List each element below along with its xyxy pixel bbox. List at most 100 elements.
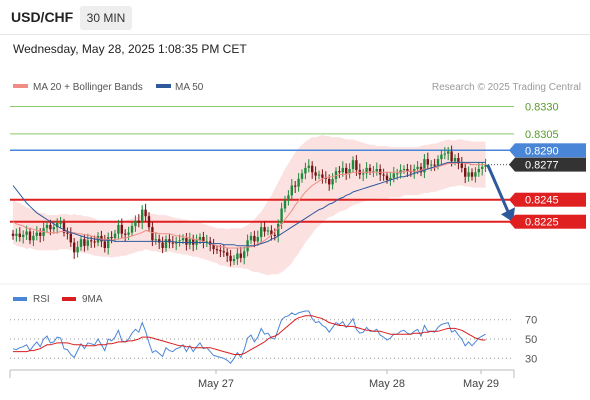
legend-label-9ma: 9MA xyxy=(82,294,103,305)
rsi-9ma-line xyxy=(13,315,486,355)
candle-body xyxy=(348,169,351,174)
level-tag-pointer-0.8245 xyxy=(509,192,515,207)
candle-body xyxy=(178,240,181,242)
candle-body xyxy=(273,234,276,236)
level-tag-pointer-0.8225 xyxy=(509,214,515,229)
level-label-0.8245: 0.8245 xyxy=(525,195,559,207)
candle-body xyxy=(158,239,161,243)
level-tag-pointer-0.8290 xyxy=(509,143,515,158)
bollinger-band-area xyxy=(13,135,486,276)
symbol-title: USD/CHF xyxy=(11,9,74,25)
candle-body xyxy=(470,172,474,177)
candle-body xyxy=(124,233,127,235)
candle-body xyxy=(181,238,185,241)
candle-body xyxy=(341,167,344,173)
candle-body xyxy=(66,232,69,234)
candle-body xyxy=(232,259,236,262)
ma20-line xyxy=(12,161,486,249)
candle-body xyxy=(419,166,423,173)
candle-body xyxy=(304,167,307,174)
candle-body xyxy=(467,172,470,177)
candle-body xyxy=(443,153,446,155)
candle-body xyxy=(321,174,324,178)
candle-body xyxy=(447,151,450,154)
legend-label-ma50: MA 50 xyxy=(175,82,204,93)
candle-body xyxy=(52,227,55,230)
candle-body xyxy=(351,160,355,169)
legend-swatch-ma20 xyxy=(13,84,28,88)
candle-body xyxy=(399,170,402,174)
candle-body xyxy=(168,239,171,243)
candle-body xyxy=(188,239,191,245)
candle-body xyxy=(460,163,463,168)
rsi-tick-label: 50 xyxy=(525,334,537,346)
candle-body xyxy=(260,227,263,237)
level-tag-0.8245 xyxy=(515,192,586,207)
candle-body xyxy=(324,177,327,179)
candle-body xyxy=(28,231,32,241)
candle-body xyxy=(154,239,157,241)
forecast-arrow-shaft xyxy=(486,164,512,217)
candle-body xyxy=(256,237,259,242)
candle-body xyxy=(355,160,358,171)
legend-label-rsi: RSI xyxy=(33,294,50,305)
candle-body xyxy=(62,222,66,233)
candle-body xyxy=(396,173,399,175)
candle-body xyxy=(481,166,484,169)
timeframe-button[interactable]: 30 MIN xyxy=(80,6,132,30)
candle-body xyxy=(39,232,42,236)
candle-body xyxy=(379,169,382,175)
candle-body xyxy=(107,237,110,248)
x-axis-label: May 27 xyxy=(198,378,234,390)
rsi-panel: 70 50 30 xyxy=(10,310,537,365)
candle-body xyxy=(338,171,341,173)
x-axis-label: May 29 xyxy=(463,378,499,390)
candle-body xyxy=(141,209,144,223)
candle-body xyxy=(382,174,385,176)
candle-body xyxy=(219,250,222,252)
candle-body xyxy=(93,241,96,243)
candle-body xyxy=(161,242,164,248)
candle-body xyxy=(409,171,412,173)
candle-body xyxy=(185,238,188,245)
candle-body xyxy=(86,240,89,246)
candle-body xyxy=(389,177,392,180)
candle-body xyxy=(25,231,28,235)
rsi-line xyxy=(12,310,486,364)
candle-body xyxy=(239,253,242,258)
candle-body xyxy=(90,240,93,242)
candle-body xyxy=(317,174,321,176)
candle-body xyxy=(416,166,419,169)
ma50-line xyxy=(12,161,486,247)
forecast-arrow xyxy=(486,164,515,223)
candle-body xyxy=(283,199,287,209)
candle-body xyxy=(328,178,331,185)
candle-body xyxy=(79,239,83,247)
candle-body xyxy=(406,169,409,172)
legend-label-ma20: MA 20 + Bollinger Bands xyxy=(33,82,143,93)
candle-body xyxy=(236,253,239,259)
candle-body xyxy=(202,237,205,243)
candle-body xyxy=(331,178,334,185)
header: USD/CHF 30 MIN xyxy=(0,0,590,36)
candle-body xyxy=(263,227,266,232)
candle-body xyxy=(192,239,195,245)
level-label-0.8330: 0.8330 xyxy=(525,102,559,114)
candle-body xyxy=(423,159,426,173)
candle-body xyxy=(457,158,460,164)
candle-body xyxy=(464,167,467,177)
candle-body xyxy=(49,224,52,230)
candle-body xyxy=(198,237,202,241)
candle-body xyxy=(484,164,487,167)
candle-body xyxy=(385,175,389,180)
candle-body xyxy=(300,173,304,179)
candle-body xyxy=(307,165,310,168)
candle-body xyxy=(311,165,314,173)
legend-swatch-9ma xyxy=(62,297,76,301)
candle-body xyxy=(76,246,79,253)
rsi-tick-label: 70 xyxy=(525,315,537,327)
candle-body xyxy=(249,235,253,241)
level-tag-pointer-0.8277 xyxy=(509,157,515,172)
candle-body xyxy=(127,232,130,235)
rsi-tick-label: 30 xyxy=(525,353,537,365)
